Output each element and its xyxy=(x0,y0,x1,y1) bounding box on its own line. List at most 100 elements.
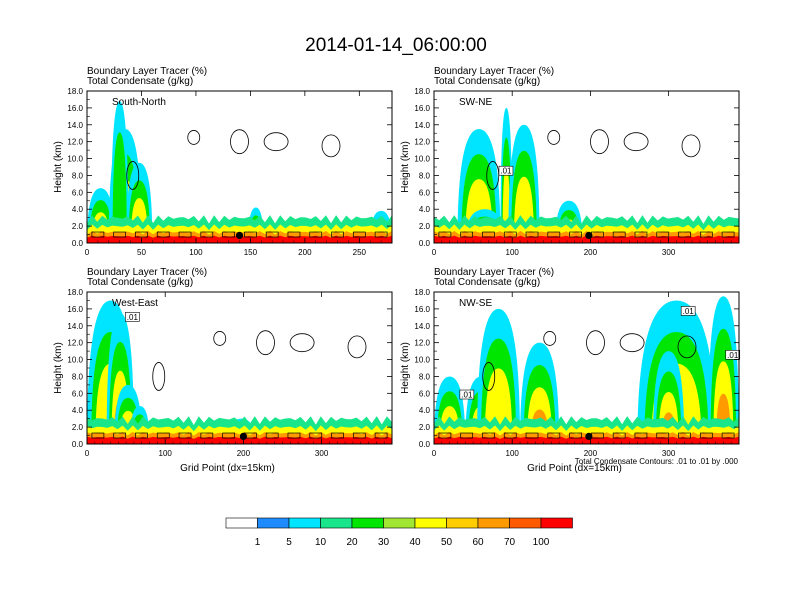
colorbar-swatch xyxy=(383,517,416,529)
x-tick-label: 50 xyxy=(137,248,146,257)
y-tick-label: 0.0 xyxy=(72,239,84,248)
colorbar-swatch xyxy=(257,517,290,529)
condensate-contour xyxy=(244,231,257,238)
y-tick-label: 8.0 xyxy=(72,171,84,180)
condensate-contour xyxy=(438,432,452,439)
plot-content xyxy=(87,101,392,243)
colorbar-label: 60 xyxy=(472,537,484,548)
figure-title: 2014-01-14_06:00:00 xyxy=(305,35,487,56)
condensate-contour xyxy=(590,129,609,155)
condensate-contour xyxy=(374,432,388,439)
condensate-contour xyxy=(677,335,697,359)
condensate-contour xyxy=(152,362,166,391)
x-tick-label: 200 xyxy=(584,248,598,257)
y-tick-label: 6.0 xyxy=(72,389,84,398)
condensate-contour xyxy=(525,432,539,439)
condensate-contour xyxy=(678,432,691,439)
condensate-contour xyxy=(460,432,474,439)
condensate-contour xyxy=(287,432,301,439)
y-tick-label: 0.0 xyxy=(419,239,431,248)
colorbar-swatch xyxy=(288,517,321,529)
y-tick-label: 18.0 xyxy=(414,87,430,96)
location-marker xyxy=(585,432,593,440)
boundary-layer-band xyxy=(87,436,392,444)
condensate-contour xyxy=(287,231,301,238)
y-tick-label: 6.0 xyxy=(419,389,431,398)
plot-content xyxy=(434,296,739,444)
condensate-contour xyxy=(482,231,495,238)
y-tick-label: 2.0 xyxy=(419,222,431,231)
condensate-contour xyxy=(230,129,249,155)
condensate-contour xyxy=(503,231,517,238)
condensate-contour xyxy=(438,231,452,238)
colorbar-label: 50 xyxy=(441,537,453,548)
colorbar-label: 5 xyxy=(286,537,292,548)
x-axis-label: Grid Point (dx=15km) xyxy=(180,463,275,474)
y-tick-label: 2.0 xyxy=(419,423,431,432)
condensate-contour xyxy=(331,231,344,238)
y-tick-label: 10.0 xyxy=(414,155,430,164)
condensate-contour xyxy=(256,330,275,356)
condensate-contour xyxy=(178,432,192,439)
colorbar-swatch xyxy=(540,517,573,529)
x-tick-label: 100 xyxy=(189,248,203,257)
y-tick-label: 14.0 xyxy=(67,121,83,130)
y-tick-label: 16.0 xyxy=(67,305,83,314)
colorbar-label: 100 xyxy=(533,537,550,548)
colorbar-label: 1 xyxy=(255,537,261,548)
condensate-contour xyxy=(263,132,289,152)
footnote: Total Condensate Contours: .01 to .01 by… xyxy=(575,457,739,466)
x-tick-label: 0 xyxy=(432,248,437,257)
condensate-contour xyxy=(547,432,561,439)
y-tick-label: 0.0 xyxy=(419,440,431,449)
condensate-contour xyxy=(374,231,388,238)
condensate-contour xyxy=(656,231,670,238)
condensate-contour xyxy=(289,333,315,353)
condensate-contour xyxy=(699,231,713,238)
condensate-contour xyxy=(634,231,648,238)
y-tick-label: 4.0 xyxy=(72,205,84,214)
y-tick-label: 12.0 xyxy=(67,339,83,348)
x-tick-label: 300 xyxy=(315,449,329,458)
contour-label: .01 xyxy=(683,307,695,316)
y-tick-label: 18.0 xyxy=(67,288,83,297)
location-marker xyxy=(235,231,244,239)
y-tick-label: 8.0 xyxy=(72,372,84,381)
condensate-contour xyxy=(721,432,735,439)
condensate-contour xyxy=(460,231,474,238)
contour-label-box xyxy=(459,389,475,400)
colorbar-label: 30 xyxy=(378,537,390,548)
panel-title-line1: Boundary Layer Tracer (%) xyxy=(87,66,207,77)
panel-label: South-North xyxy=(112,97,166,108)
condensate-contour xyxy=(347,335,367,359)
y-tick-label: 18.0 xyxy=(414,288,430,297)
condensate-contour xyxy=(482,362,496,391)
condensate-contour xyxy=(634,432,648,439)
y-axis-label: Height (km) xyxy=(400,141,411,193)
colorbar-label: 10 xyxy=(315,537,327,548)
condensate-contour xyxy=(569,231,582,238)
condensate-contour xyxy=(586,330,605,356)
condensate-contour xyxy=(623,132,649,152)
panel-label: NW-SE xyxy=(459,298,492,309)
colorbar-label: 20 xyxy=(346,537,358,548)
y-tick-label: 14.0 xyxy=(67,322,83,331)
panel-title-line2: Total Condensate (g/kg) xyxy=(434,277,540,288)
contour-label: .01 xyxy=(461,391,473,400)
panel-label: West-East xyxy=(112,298,158,309)
y-tick-label: 2.0 xyxy=(72,222,84,231)
condensate-contour xyxy=(547,130,561,145)
y-tick-label: 10.0 xyxy=(67,155,83,164)
y-tick-label: 18.0 xyxy=(67,87,83,96)
condensate-contour xyxy=(569,432,582,439)
colorbar-swatch xyxy=(414,517,447,529)
y-axis-label: Height (km) xyxy=(53,342,64,394)
condensate-contour xyxy=(656,432,670,439)
x-tick-label: 0 xyxy=(85,449,90,458)
condensate-contour xyxy=(612,432,626,439)
condensate-contour xyxy=(222,432,235,439)
condensate-contour xyxy=(135,432,148,439)
condensate-contour xyxy=(200,432,214,439)
location-marker xyxy=(585,231,593,239)
panel-title-line2: Total Condensate (g/kg) xyxy=(434,76,540,87)
